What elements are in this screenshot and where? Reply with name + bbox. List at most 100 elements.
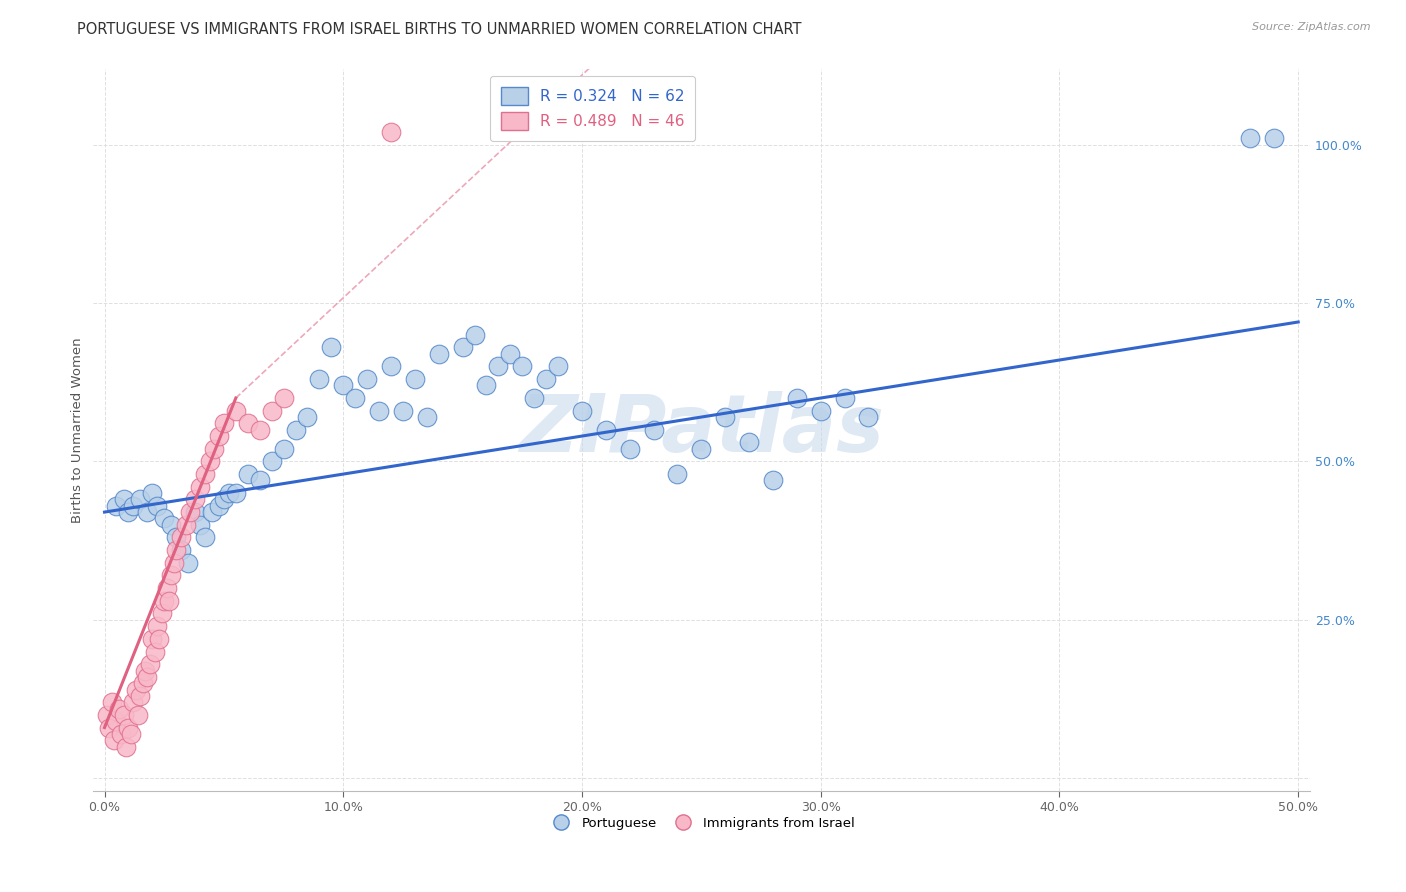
Point (170, 531, 193, 545)
Point (488, 359, 510, 374)
Point (188, 517, 211, 532)
Point (368, 403, 391, 417)
Point (297, 410, 319, 425)
Point (194, 467, 217, 481)
Point (212, 492, 235, 507)
Point (249, 474, 271, 488)
Point (499, 346, 522, 360)
Point (392, 403, 415, 417)
Point (157, 594, 180, 608)
Point (332, 378, 354, 392)
Point (666, 467, 689, 481)
Point (110, 727, 132, 741)
Point (1263, 131, 1285, 145)
Text: Source: ZipAtlas.com: Source: ZipAtlas.com (1253, 22, 1371, 32)
Point (194, 531, 217, 545)
Point (136, 670, 159, 684)
Point (380, 125, 402, 139)
Text: PORTUGUESE VS IMMIGRANTS FROM ISRAEL BIRTHS TO UNMARRIED WOMEN CORRELATION CHART: PORTUGUESE VS IMMIGRANTS FROM ISRAEL BIR… (77, 22, 801, 37)
Point (100, 695, 122, 709)
Point (260, 403, 283, 417)
Point (208, 499, 231, 513)
Point (249, 423, 271, 437)
Point (155, 581, 177, 595)
Point (427, 346, 450, 360)
Point (136, 505, 159, 519)
Point (619, 442, 641, 456)
Point (153, 594, 176, 608)
Point (451, 340, 474, 354)
Point (308, 372, 330, 386)
Point (184, 505, 207, 519)
Point (284, 423, 307, 437)
Point (108, 701, 131, 715)
Point (105, 499, 128, 513)
Point (523, 391, 546, 405)
Point (198, 454, 221, 468)
Point (122, 499, 145, 513)
Point (134, 664, 156, 678)
Point (150, 607, 173, 621)
Point (464, 327, 486, 342)
Point (643, 423, 665, 437)
Point (129, 492, 152, 507)
Point (141, 632, 163, 646)
Point (786, 391, 808, 405)
Point (174, 517, 197, 532)
Point (534, 372, 557, 386)
Point (225, 403, 247, 417)
Point (225, 486, 247, 500)
Point (273, 442, 295, 456)
Point (547, 359, 569, 374)
Point (103, 733, 125, 747)
Point (260, 454, 283, 468)
Point (131, 676, 153, 690)
Point (510, 359, 533, 374)
Point (236, 417, 259, 431)
Point (212, 417, 235, 431)
Point (117, 721, 139, 735)
Point (141, 486, 163, 500)
Point (165, 543, 187, 558)
Point (163, 556, 186, 570)
Point (762, 474, 785, 488)
Point (236, 467, 259, 481)
Point (139, 657, 162, 672)
Point (202, 442, 225, 456)
Point (321, 340, 343, 354)
Point (208, 429, 231, 443)
Point (690, 442, 713, 456)
Point (129, 689, 152, 703)
Point (122, 695, 145, 709)
Point (344, 391, 367, 405)
Point (714, 410, 737, 425)
Point (120, 727, 142, 741)
Point (218, 486, 240, 500)
Text: ZIPatlas: ZIPatlas (519, 391, 884, 468)
Point (356, 372, 378, 386)
Point (404, 372, 426, 386)
Point (595, 423, 617, 437)
Point (858, 410, 880, 425)
Point (475, 378, 498, 392)
Point (810, 403, 832, 417)
Point (416, 410, 439, 425)
Point (273, 391, 295, 405)
Legend: Portuguese, Immigrants from Israel: Portuguese, Immigrants from Israel (543, 812, 859, 835)
Point (127, 707, 149, 722)
Point (188, 480, 211, 494)
Point (1239, 131, 1261, 145)
Point (143, 644, 166, 658)
Point (148, 632, 170, 646)
Point (170, 543, 193, 558)
Point (146, 499, 169, 513)
Point (146, 619, 169, 633)
Point (834, 391, 856, 405)
Point (380, 359, 402, 374)
Point (177, 556, 200, 570)
Y-axis label: Births to Unmarried Women: Births to Unmarried Women (72, 337, 84, 523)
Point (98, 721, 121, 735)
Point (112, 492, 135, 507)
Point (201, 505, 224, 519)
Point (153, 511, 176, 525)
